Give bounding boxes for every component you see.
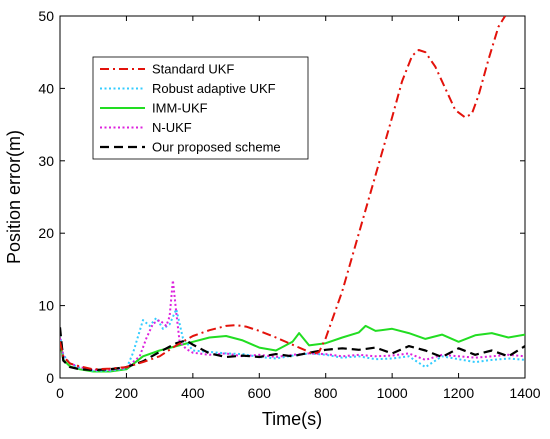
y-tick-label: 50 <box>38 8 54 24</box>
y-axis-label: Position error(m) <box>4 130 24 264</box>
x-tick-label: 1400 <box>509 385 540 401</box>
legend-label-imm-ukf: IMM-UKF <box>152 101 208 116</box>
axis-ticks: 0 200 400 600 800 1000 1200 1400 0 10 20 30 40 50 <box>38 8 540 401</box>
x-tick-label: 1000 <box>377 385 408 401</box>
x-axis-label: Time(s) <box>262 409 322 429</box>
x-tick-label: 0 <box>56 385 64 401</box>
y-tick-label: 20 <box>38 225 54 241</box>
series-line-robust-adaptive-ukf <box>60 308 525 372</box>
x-tick-label: 200 <box>115 385 139 401</box>
legend-label-n-ukf: N-UKF <box>152 120 192 135</box>
y-tick-label: 10 <box>38 298 54 314</box>
y-tick-label: 40 <box>38 80 54 96</box>
legend-label-our-proposed-scheme: Our proposed scheme <box>152 140 281 155</box>
x-tick-label: 600 <box>248 385 272 401</box>
y-tick-label: 0 <box>46 370 54 386</box>
x-tick-label: 400 <box>181 385 205 401</box>
legend: Standard UKF Robust adaptive UKF IMM-UKF N-… <box>92 56 309 160</box>
y-tick-label: 30 <box>38 153 54 169</box>
x-tick-label: 800 <box>314 385 338 401</box>
series-line-our-proposed-scheme <box>60 327 525 372</box>
x-tick-label: 1200 <box>443 385 474 401</box>
series-lines <box>60 16 525 373</box>
legend-label-standard-ukf: Standard UKF <box>152 62 234 77</box>
legend-label-robust-adaptive-ukf: Robust adaptive UKF <box>152 81 276 96</box>
series-line-standard-ukf <box>60 16 506 371</box>
